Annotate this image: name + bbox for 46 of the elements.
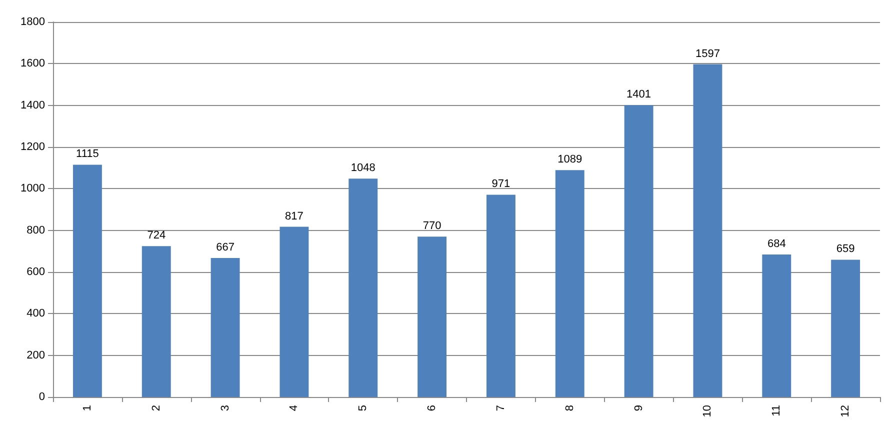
bar [555, 170, 584, 397]
y-tick-label: 800 [26, 224, 45, 236]
x-tick-label: 4 [288, 405, 300, 412]
x-tick-label: 5 [357, 405, 370, 412]
bar [418, 236, 447, 397]
y-tick-label: 1400 [20, 99, 45, 112]
bar [348, 178, 378, 397]
bar [693, 64, 722, 397]
x-tick-label: 9 [632, 405, 645, 412]
data-label: 817 [285, 210, 304, 222]
y-tick-label: 400 [26, 308, 45, 320]
bar [831, 260, 860, 397]
data-label: 659 [836, 243, 855, 256]
x-tick-label: 12 [840, 405, 852, 418]
y-tick-label: 1000 [20, 182, 45, 195]
data-label: 770 [422, 220, 442, 232]
data-label: 1597 [695, 48, 720, 60]
y-tick-label: 600 [26, 266, 45, 278]
bar [762, 254, 792, 397]
y-tick-label: 1200 [20, 141, 45, 153]
data-label: 1048 [350, 162, 376, 174]
data-label: 724 [147, 230, 166, 242]
bar [624, 105, 654, 397]
y-tick-label: 1600 [20, 58, 45, 70]
x-tick-label: 1 [81, 405, 94, 412]
x-tick-label: 10 [702, 405, 714, 418]
bar [72, 164, 102, 397]
data-label: 667 [216, 242, 234, 254]
data-label: 1089 [558, 154, 582, 166]
bar [210, 258, 240, 397]
y-tick-label: 1800 [20, 16, 45, 28]
data-label: 1401 [626, 88, 652, 101]
data-label: 1115 [76, 148, 99, 160]
x-tick-label: 3 [219, 405, 232, 412]
x-tick-label: 6 [426, 405, 438, 412]
y-tick-label: 0 [38, 391, 45, 403]
data-label: 971 [492, 178, 510, 190]
bar [486, 194, 516, 397]
bar [280, 226, 309, 397]
bar [142, 246, 171, 397]
x-tick-label: 7 [494, 405, 507, 412]
x-tick-label: 11 [770, 405, 783, 416]
y-tick-label: 200 [26, 349, 45, 362]
data-label: 684 [767, 238, 786, 250]
x-tick-label: 8 [564, 405, 576, 412]
x-tick-label: 2 [150, 405, 162, 412]
